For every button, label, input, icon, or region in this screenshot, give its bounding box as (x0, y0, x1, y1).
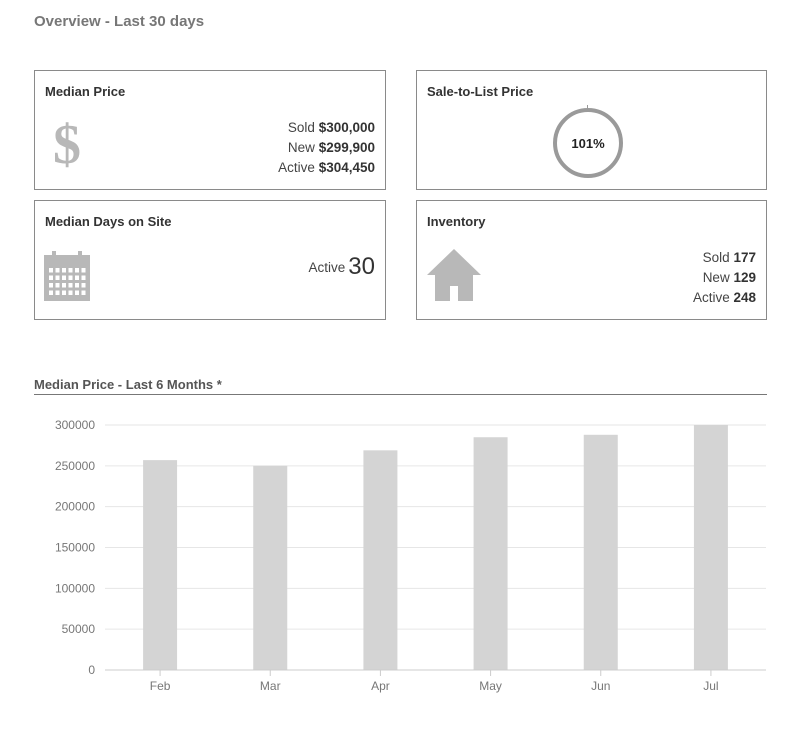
bar-jul[interactable] (693, 425, 728, 670)
y-tick-label: 150000 (55, 541, 95, 555)
sale-to-list-value: 101% (571, 135, 605, 151)
y-tick-label: 50000 (62, 622, 96, 636)
bar-feb[interactable] (143, 460, 178, 670)
sale-to-list-title: Sale-to-List Price (427, 84, 534, 99)
inventory-active-label: Active (692, 290, 730, 305)
x-tick-label: Feb (150, 679, 171, 693)
median-days-value: 30 (348, 253, 375, 280)
x-tick-label: Apr (371, 679, 390, 693)
inventory-title: Inventory (427, 214, 486, 229)
median-price-active-row: Active $304,450 (278, 158, 375, 178)
calendar-icon (44, 251, 90, 301)
inventory-new-value: 129 (733, 270, 756, 285)
x-tick-label: Jun (591, 679, 610, 693)
median-price-new-value: $299,900 (318, 140, 375, 155)
inventory-new-row: New 129 (693, 268, 756, 288)
median-price-card: Median Price $ Sold $300,000 New $299,90… (34, 70, 386, 190)
median-price-sold-value: $300,000 (318, 120, 375, 135)
chart-section-title: Median Price - Last 6 Months * (34, 377, 222, 392)
x-tick-label: Mar (260, 679, 281, 693)
house-icon (427, 249, 481, 301)
inventory-active-value: 248 (733, 290, 756, 305)
inventory-sold-label: Sold (702, 250, 730, 265)
inventory-active-row: Active 248 (693, 288, 756, 308)
median-price-sold-label: Sold (287, 120, 315, 135)
median-days-card: Median Days on Site Active 30 (34, 200, 386, 320)
inventory-card: Inventory Sold 177 New 129 Active 248 (416, 200, 767, 320)
inventory-stats: Sold 177 New 129 Active 248 (693, 248, 756, 308)
gauge-tick (587, 105, 588, 111)
bar-jun[interactable] (583, 434, 618, 670)
y-tick-label: 100000 (55, 581, 95, 595)
median-price-new-label: New (287, 140, 315, 155)
median-price-new-row: New $299,900 (278, 138, 375, 158)
median-price-sold-row: Sold $300,000 (278, 118, 375, 138)
x-tick-label: Jul (703, 679, 718, 693)
section-divider (34, 394, 767, 395)
median-price-title: Median Price (45, 84, 126, 99)
median-price-chart: 0 50000 100000 150000 200000 250000 300000 Feb M… (55, 418, 766, 693)
median-days-title: Median Days on Site (45, 214, 172, 229)
sale-to-list-gauge: 101% (553, 108, 623, 178)
bar-mar[interactable] (253, 465, 288, 670)
inventory-sold-value: 177 (733, 250, 756, 265)
overview-title: Overview - Last 30 days (34, 13, 205, 30)
y-tick-label: 300000 (55, 418, 95, 432)
dollar-icon: $ (53, 114, 81, 176)
sale-to-list-card: Sale-to-List Price 101% (416, 70, 767, 190)
inventory-new-label: New (702, 270, 730, 285)
inventory-sold-row: Sold 177 (693, 248, 756, 268)
median-days-label: Active (308, 260, 346, 275)
median-days-active: Active 30 (309, 253, 375, 281)
median-price-active-value: $304,450 (318, 160, 375, 175)
median-price-active-label: Active (278, 160, 315, 175)
y-tick-label: 250000 (55, 459, 95, 473)
x-tick-label: May (479, 679, 502, 693)
y-tick-label: 0 (88, 663, 95, 677)
bar-may[interactable] (473, 437, 508, 670)
bar-apr[interactable] (363, 450, 398, 670)
median-price-stats: Sold $300,000 New $299,900 Active $304,4… (278, 118, 375, 178)
y-tick-label: 200000 (55, 500, 95, 514)
